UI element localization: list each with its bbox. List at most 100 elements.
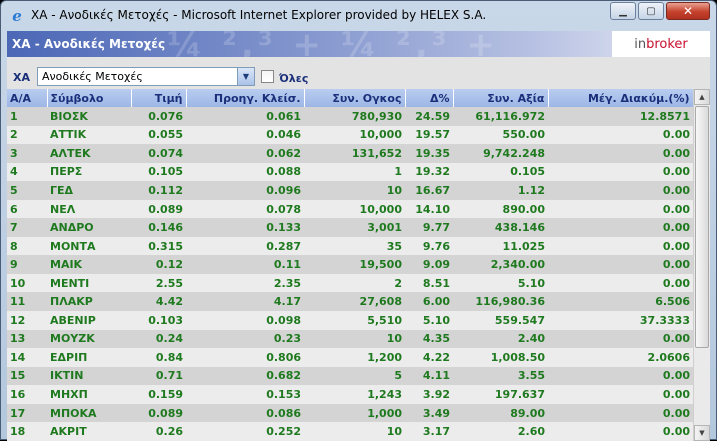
cell-price: 0.24 [131, 329, 186, 349]
cell-symbol[interactable]: ΑΛΤΕΚ [47, 144, 131, 163]
cell-aa: 7 [7, 218, 47, 237]
page-content: ¼ ²,³ + ¼ ²,³ + ΧΑ - Ανοδικές Μετοχές in… [7, 31, 710, 441]
scroll-up-button[interactable]: ▲ [694, 89, 710, 105]
cell-price: 0.146 [131, 218, 186, 237]
cell-prev-close: 0.23 [186, 329, 304, 349]
cell-aa: 9 [7, 255, 47, 274]
title-bar[interactable]: e ΧΑ - Ανοδικές Μετοχές - Microsoft Inte… [1, 1, 716, 31]
cell-symbol[interactable]: ΓΕΔ [47, 181, 131, 200]
cell-value: 11.025 [453, 236, 548, 256]
table-row[interactable]: 7 ΑΝΔΡΟ 0.146 0.133 3,001 9.77 438.146 0.00 [7, 218, 693, 237]
cell-change-pct: 9.76 [405, 236, 453, 256]
table-row[interactable]: 3 ΑΛΤΕΚ 0.074 0.062 131,652 19.35 9,742.248 0.0… [7, 144, 693, 163]
cell-symbol[interactable]: ΜΟΥΖΚ [47, 329, 131, 349]
cell-symbol[interactable]: ΑΝΔΡΟ [47, 218, 131, 237]
cell-prev-close: 0.153 [186, 385, 304, 404]
cell-symbol[interactable]: ΜΗΧΠ [47, 385, 131, 404]
cell-aa: 6 [7, 199, 47, 219]
table-row[interactable]: 6 ΝΕΛ 0.089 0.078 10,000 14.10 890.00 0.00 [7, 199, 693, 219]
table-row[interactable]: 10 ΜΕΝΤΙ 2.55 2.35 2 8.51 5.10 0.00 [7, 273, 693, 293]
brand-prefix: in [634, 36, 647, 52]
vertical-scrollbar[interactable]: ▲ ▼ [693, 89, 710, 441]
col-header-max-range[interactable]: Μέγ. Διακύμ.(%) [548, 89, 694, 107]
table-header: Α/Α Σύμβολο Τιμή Προηγ. Κλείσ. Συν. Ογκο… [7, 89, 694, 107]
cell-symbol[interactable]: ΒΙΟΣΚ [47, 107, 131, 126]
table-row[interactable]: 8 ΜΟΝΤΑ 0.315 0.287 35 9.76 11.025 0.00 [7, 236, 693, 256]
col-header-price[interactable]: Τιμή [131, 89, 187, 107]
cell-volume: 10 [304, 181, 405, 200]
cell-max-range: 0.00 [548, 144, 693, 163]
cell-value: 2,340.00 [453, 255, 548, 274]
col-header-aa[interactable]: Α/Α [7, 89, 48, 107]
cell-value: 2.60 [453, 422, 548, 441]
cell-prev-close: 0.11 [186, 255, 304, 274]
cell-max-range: 0.00 [548, 366, 693, 386]
chevron-down-icon[interactable]: ▼ [237, 68, 254, 85]
cell-max-range: 2.0606 [548, 348, 693, 367]
table-row[interactable]: 2 ΑΤΤΙΚ 0.055 0.046 10,000 19.57 550.00 0.00 [7, 125, 693, 145]
cell-symbol[interactable]: ΙΚΤΙΝ [47, 366, 131, 386]
cell-price: 0.315 [131, 236, 186, 256]
cell-change-pct: 4.35 [405, 329, 453, 349]
cell-aa: 4 [7, 162, 47, 182]
col-header-prev-close[interactable]: Προηγ. Κλείσ. [186, 89, 305, 107]
close-button[interactable]: ✕ [666, 2, 710, 20]
col-header-symbol[interactable]: Σύμβολο [47, 89, 132, 107]
table-row[interactable]: 9 ΜΑΙΚ 0.12 0.11 19,500 9.09 2,340.00 0.00 [7, 255, 693, 274]
cell-price: 0.12 [131, 255, 186, 274]
table-row[interactable]: 15 ΙΚΤΙΝ 0.71 0.682 5 4.11 3.55 0.00 [7, 366, 693, 386]
table-row[interactable]: 16 ΜΗΧΠ 0.159 0.153 1,243 3.92 197.637 0.00 [7, 385, 693, 404]
table-row[interactable]: 18 ΑΚΡΙΤ 0.26 0.252 10 3.17 2.60 0.00 [7, 422, 693, 441]
cell-symbol[interactable]: ΑΤΤΙΚ [47, 125, 131, 145]
scroll-down-button[interactable]: ▼ [694, 425, 710, 441]
close-icon: ✕ [682, 4, 694, 18]
cell-prev-close: 2.35 [186, 273, 304, 293]
cell-symbol[interactable]: ΜΠΟΚΑ [47, 403, 131, 423]
cell-symbol[interactable]: ΜΟΝΤΑ [47, 236, 131, 256]
cell-symbol[interactable]: ΠΛΑΚΡ [47, 292, 131, 312]
cell-aa: 18 [7, 422, 47, 441]
table-row[interactable]: 1 ΒΙΟΣΚ 0.076 0.061 780,930 24.59 61,116.972 12… [7, 107, 693, 126]
all-checkbox[interactable] [261, 70, 274, 83]
maximize-button[interactable]: ▢ [638, 2, 664, 20]
col-header-change-pct[interactable]: Δ% [405, 89, 454, 107]
cell-max-range: 0.00 [548, 218, 693, 237]
table-row[interactable]: 14 ΕΔΡΙΠ 0.84 0.806 1,200 4.22 1,008.50 2.0606 [7, 348, 693, 367]
col-header-value[interactable]: Συν. Αξία [453, 89, 549, 107]
table-row[interactable]: 5 ΓΕΔ 0.112 0.096 10 16.67 1.12 0.00 [7, 181, 693, 200]
table-row[interactable]: 4 ΠΕΡΣ 0.105 0.088 1 19.32 0.105 0.00 [7, 162, 693, 182]
cell-max-range: 12.8571 [548, 107, 693, 126]
table-row[interactable]: 11 ΠΛΑΚΡ 4.42 4.17 27,608 6.00 116,980.36 6.506 [7, 292, 693, 312]
col-header-volume[interactable]: Συν. Ογκος [304, 89, 406, 107]
cell-change-pct: 4.11 [405, 366, 453, 386]
cell-aa: 2 [7, 125, 47, 145]
all-checkbox-label[interactable]: Όλες [279, 72, 309, 85]
cell-price: 2.55 [131, 273, 186, 293]
cell-symbol[interactable]: ΜΕΝΤΙ [47, 273, 131, 293]
table-row[interactable]: 17 ΜΠΟΚΑ 0.089 0.086 1,000 3.49 89.00 0.00 [7, 403, 693, 423]
cell-symbol[interactable]: ΝΕΛ [47, 199, 131, 219]
cell-aa: 5 [7, 181, 47, 200]
scroll-thumb[interactable] [695, 106, 709, 348]
minimize-button[interactable]: ▁ [610, 2, 636, 20]
cell-symbol[interactable]: ΕΔΡΙΠ [47, 348, 131, 367]
cell-symbol[interactable]: ΜΑΙΚ [47, 255, 131, 274]
cell-price: 0.159 [131, 385, 186, 404]
cell-volume: 131,652 [304, 144, 405, 163]
table-row[interactable]: 13 ΜΟΥΖΚ 0.24 0.23 10 4.35 2.40 0.00 [7, 329, 693, 349]
category-select[interactable]: Ανοδικές Μετοχές ▼ [37, 67, 255, 86]
cell-max-range: 0.00 [548, 273, 693, 293]
cell-value: 1.12 [453, 181, 548, 200]
filter-bar: ΧΑ Ανοδικές Μετοχές ▼ Όλες [7, 57, 710, 89]
cell-symbol[interactable]: ΑΚΡΙΤ [47, 422, 131, 441]
cell-symbol[interactable]: ΑΒΕΝΙΡ [47, 311, 131, 330]
cell-value: 197.637 [453, 385, 548, 404]
cell-change-pct: 3.49 [405, 403, 453, 423]
cell-price: 0.076 [131, 107, 186, 126]
cell-prev-close: 0.133 [186, 218, 304, 237]
cell-aa: 12 [7, 311, 47, 330]
cell-max-range: 0.00 [548, 181, 693, 200]
table-row[interactable]: 12 ΑΒΕΝΙΡ 0.103 0.098 5,510 5.10 559.547 37.333… [7, 311, 693, 330]
cell-symbol[interactable]: ΠΕΡΣ [47, 162, 131, 182]
